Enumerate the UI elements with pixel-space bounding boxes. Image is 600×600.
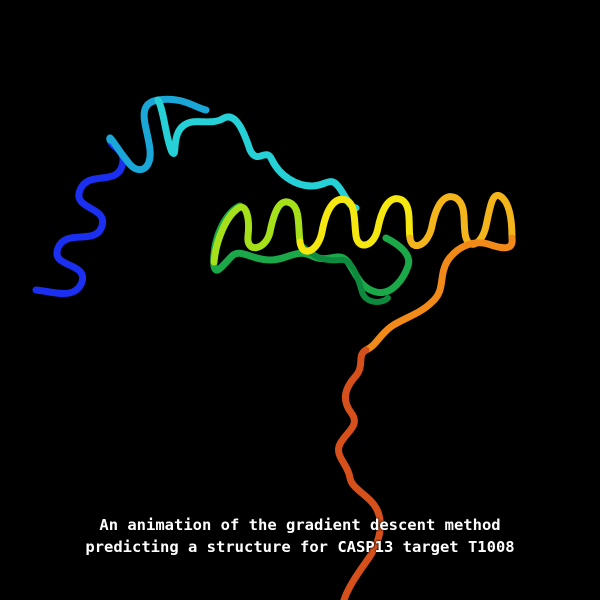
- helix-yellowgreen-segment: [210, 198, 304, 266]
- helix-blue-cyan-segment: [106, 95, 210, 174]
- loop-orange-segment: [362, 234, 516, 354]
- caption-line-1: An animation of the gradient descent met…: [99, 516, 501, 534]
- tail-redorange-segment: [335, 346, 384, 600]
- helix-yellow-segment: [296, 195, 414, 255]
- loop-cyan-segment: [154, 96, 360, 212]
- caption-line-2: predicting a structure for CASP13 target…: [85, 538, 515, 556]
- helix-blue-segment: [32, 136, 127, 297]
- strand-darkgreen-segment: [297, 241, 391, 305]
- caption: An animation of the gradient descent met…: [0, 514, 600, 558]
- helix-amber-segment: [406, 191, 516, 250]
